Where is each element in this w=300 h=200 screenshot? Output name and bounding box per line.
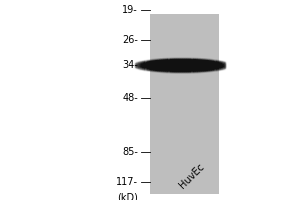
Text: 34-: 34- [122,60,138,70]
Text: 26-: 26- [122,35,138,45]
Text: HuvEc: HuvEc [177,161,206,190]
Bar [150,14,219,194]
Text: (kD): (kD) [117,192,138,200]
Text: 48-: 48- [122,93,138,103]
Text: 117-: 117- [116,177,138,187]
Text: 85-: 85- [122,147,138,157]
Text: 19-: 19- [122,5,138,15]
